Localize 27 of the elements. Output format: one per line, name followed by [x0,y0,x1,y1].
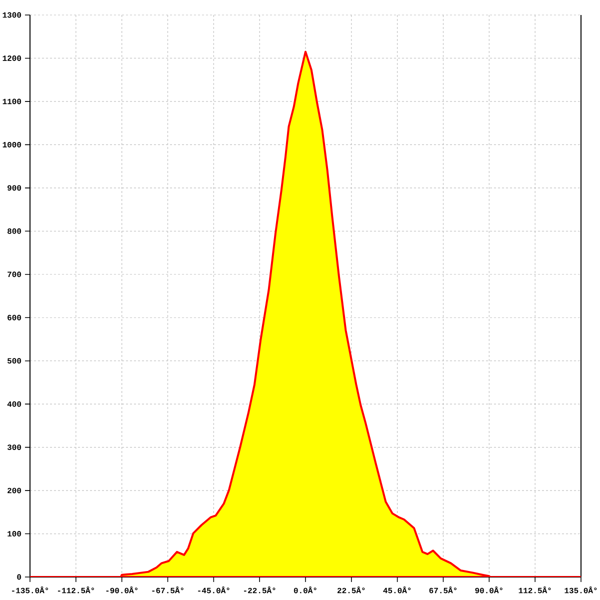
x-tick-label: 0.0Â° [294,586,316,594]
x-tick-label: -112.5Â° [58,586,94,594]
x-tick-label: -135.0Â° [12,586,48,594]
y-tick-label: 800 [8,228,22,234]
x-tick-label: 22.5Â° [338,586,365,594]
x-tick-label: -90.0Â° [106,586,138,594]
x-tick-label: 112.5Â° [518,586,551,594]
y-tick-label: 0 [17,574,22,580]
y-tick-label: 300 [7,444,22,450]
x-tick-label: 45.0Â° [383,586,411,594]
y-tick-label: 900 [8,185,22,191]
y-tick-label: 500 [7,358,22,364]
y-tick-label: 1200 [2,56,22,61]
y-tick-label: 1000 [2,142,22,148]
y-tick-label: 200 [8,488,22,494]
x-tick-label: 90.0Â° [475,586,502,594]
x-tick-label: 67.5Â° [429,586,457,594]
y-tick-label: 700 [8,272,22,278]
x-tick-label: -67.5Â° [152,586,184,594]
y-tick-label: 100 [8,531,22,536]
x-tick-label: -22.5Â° [244,586,276,594]
x-tick-label: 135.0Â° [564,586,597,594]
y-tick-label: 600 [8,314,22,320]
x-tick-label: -45.0Â° [198,586,230,594]
y-tick-label: 400 [7,401,22,407]
y-tick-label: 1100 [2,98,22,104]
y-tick-label: 1300 [2,12,22,18]
